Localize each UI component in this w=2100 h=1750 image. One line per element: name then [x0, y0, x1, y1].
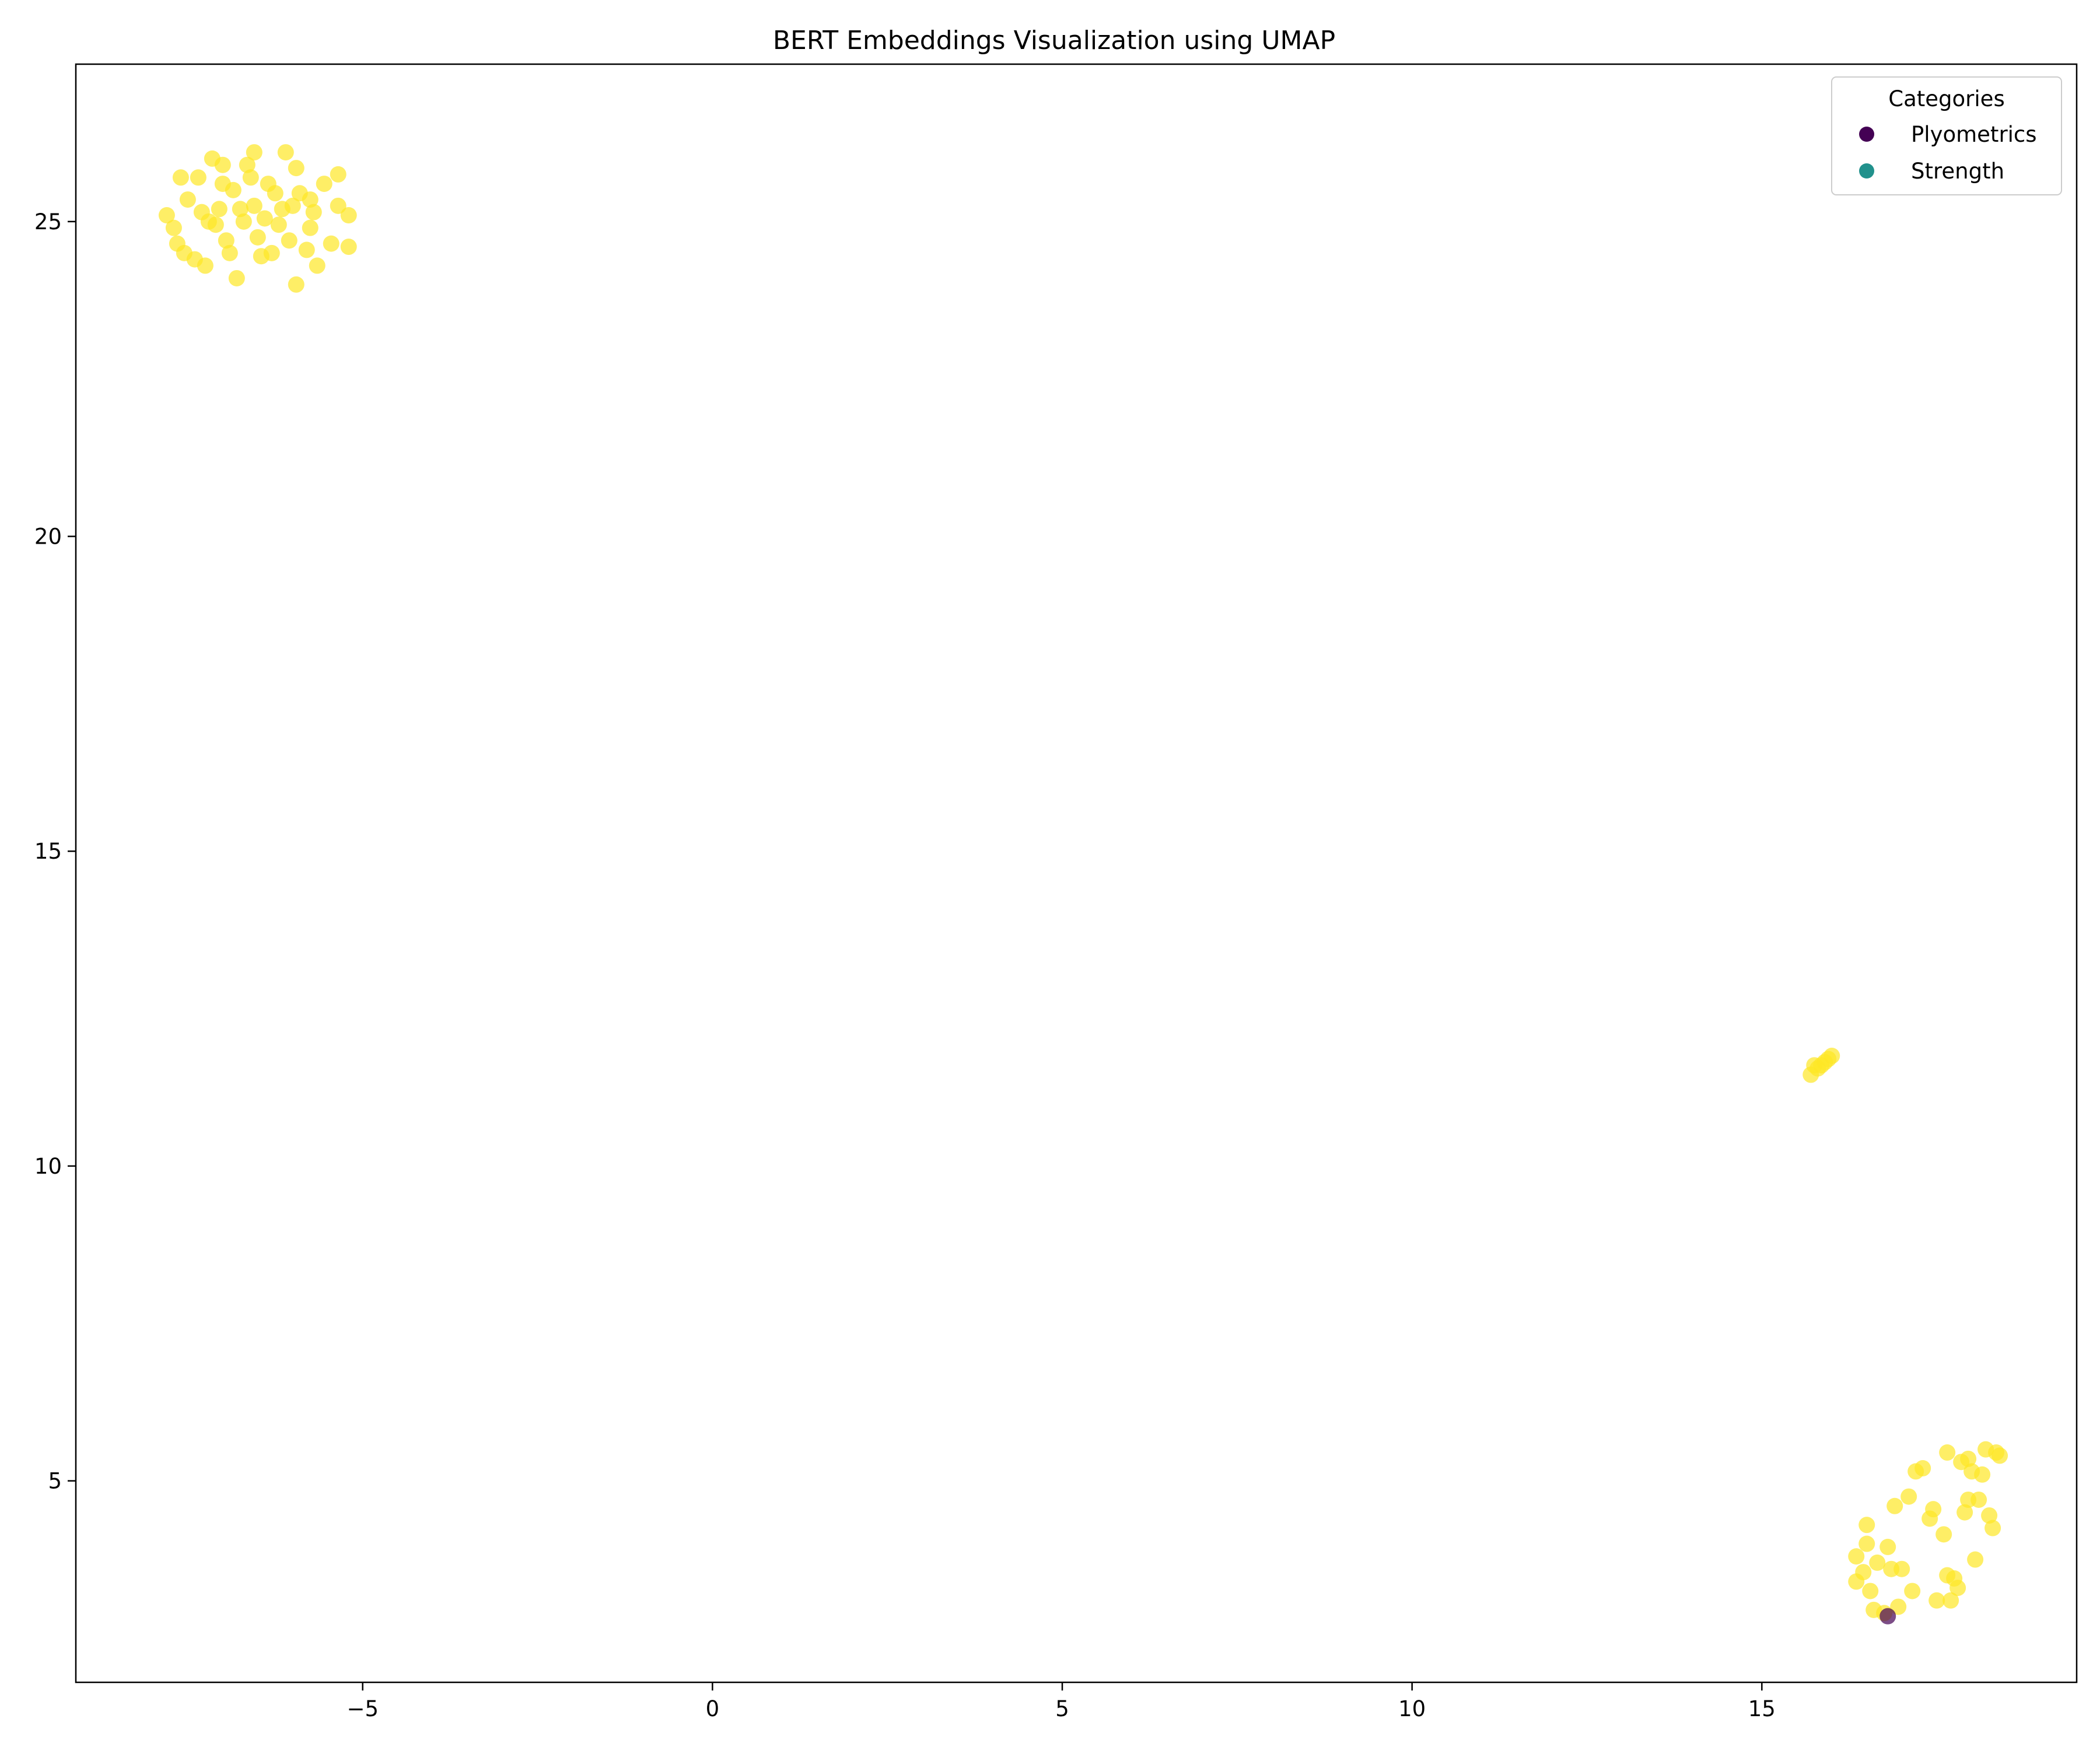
scatter-point — [1985, 1520, 2001, 1536]
scatter-point — [267, 185, 284, 202]
scatter-point — [1824, 1048, 1840, 1065]
scatter-point — [207, 216, 224, 233]
scatter-point — [1957, 1504, 1973, 1521]
scatter-point — [340, 207, 357, 224]
scatter-point — [1943, 1592, 1959, 1609]
scatter-point — [1901, 1488, 1917, 1505]
y-tick-label: 15 — [34, 839, 62, 864]
scatter-point — [270, 216, 287, 233]
scatter-point — [165, 219, 182, 236]
scatter-point — [263, 244, 280, 261]
scatter-point — [1859, 1535, 1875, 1552]
scatter-point — [242, 169, 259, 186]
scatter-point — [228, 270, 245, 286]
chart-title: BERT Embeddings Visualization using UMAP — [773, 26, 1335, 55]
scatter-point — [1915, 1460, 1931, 1477]
scatter-point — [214, 156, 231, 173]
scatter-point — [158, 207, 175, 224]
legend: Categories Plyometrics Strength — [1831, 76, 2062, 195]
scatter-point — [246, 197, 262, 214]
scatter-point — [197, 257, 214, 274]
scatter-point — [221, 244, 238, 261]
scatter-point — [288, 276, 304, 293]
scatter-point — [239, 156, 256, 173]
scatter-point — [211, 201, 228, 218]
scatter-point — [246, 144, 262, 161]
scatter-point — [302, 191, 318, 208]
scatter-point — [1855, 1564, 1872, 1581]
scatter-point — [1880, 1608, 1896, 1625]
scatter-point — [1929, 1592, 1945, 1609]
scatter-point — [1887, 1497, 1903, 1514]
legend-label-strength: Strength — [1911, 159, 2004, 184]
x-tick-label: 10 — [1398, 1696, 1426, 1721]
legend-label-plyometrics: Plyometrics — [1911, 122, 2037, 147]
x-tick-label: −5 — [346, 1696, 379, 1721]
scatter-point — [330, 166, 346, 183]
points-layer — [158, 144, 2008, 1625]
legend-title: Categories — [1888, 86, 2004, 111]
scatter-point — [1971, 1491, 1987, 1508]
plot-area-frame — [75, 63, 2078, 1684]
y-tick-label: 5 — [48, 1469, 62, 1494]
scatter-point — [340, 239, 357, 256]
x-tick-label: 5 — [1055, 1696, 1069, 1721]
scatter-point — [1904, 1583, 1921, 1600]
scatter-point — [218, 232, 235, 249]
legend-marker-plyometrics — [1859, 127, 1874, 142]
scatter-point — [249, 229, 266, 246]
scatter-point — [1859, 1517, 1875, 1534]
scatter-point — [302, 219, 318, 236]
scatter-point — [1939, 1444, 1956, 1461]
scatter-point — [179, 191, 196, 208]
scatter-point — [235, 213, 252, 230]
scatter-point — [256, 210, 273, 227]
legend-box — [1831, 76, 2062, 195]
y-tick-label: 10 — [34, 1154, 62, 1179]
scatter-point — [1880, 1538, 1896, 1555]
scatter-point — [1967, 1551, 1984, 1568]
ticks-layer: −5 0 5 10 15 5 10 15 20 25 — [34, 209, 1776, 1721]
scatter-point — [232, 201, 249, 218]
scatter-point — [281, 232, 298, 249]
scatter-point — [284, 197, 301, 214]
scatter-point — [1981, 1507, 1998, 1524]
scatter-point — [1974, 1466, 1991, 1483]
y-tick-label: 20 — [34, 524, 62, 550]
legend-marker-strength — [1859, 163, 1874, 178]
scatter-point — [225, 181, 242, 198]
scatter-point — [1960, 1450, 1977, 1467]
scatter-point — [330, 197, 346, 214]
x-tick-label: 0 — [706, 1696, 720, 1721]
scatter-point — [316, 176, 332, 192]
scatter-point — [1936, 1526, 1952, 1543]
scatter-point — [190, 169, 206, 186]
scatter-point — [1890, 1598, 1907, 1615]
scatter-point — [1869, 1554, 1886, 1571]
scatter-point — [1950, 1580, 1966, 1597]
scatter-point — [1925, 1501, 1942, 1518]
scatter-point — [309, 257, 326, 274]
x-tick-label: 15 — [1748, 1696, 1776, 1721]
scatter-point — [1992, 1447, 2008, 1464]
scatter-point — [1894, 1560, 1910, 1577]
scatter-point — [298, 242, 315, 258]
scatter-point — [277, 144, 294, 161]
scatter-point — [1862, 1583, 1879, 1600]
y-tick-label: 25 — [34, 209, 62, 235]
scatter-point — [1848, 1548, 1865, 1565]
scatter-point — [172, 169, 189, 186]
scatter-point — [323, 235, 340, 252]
scatter-point — [288, 160, 304, 177]
scatter-point — [305, 204, 322, 220]
